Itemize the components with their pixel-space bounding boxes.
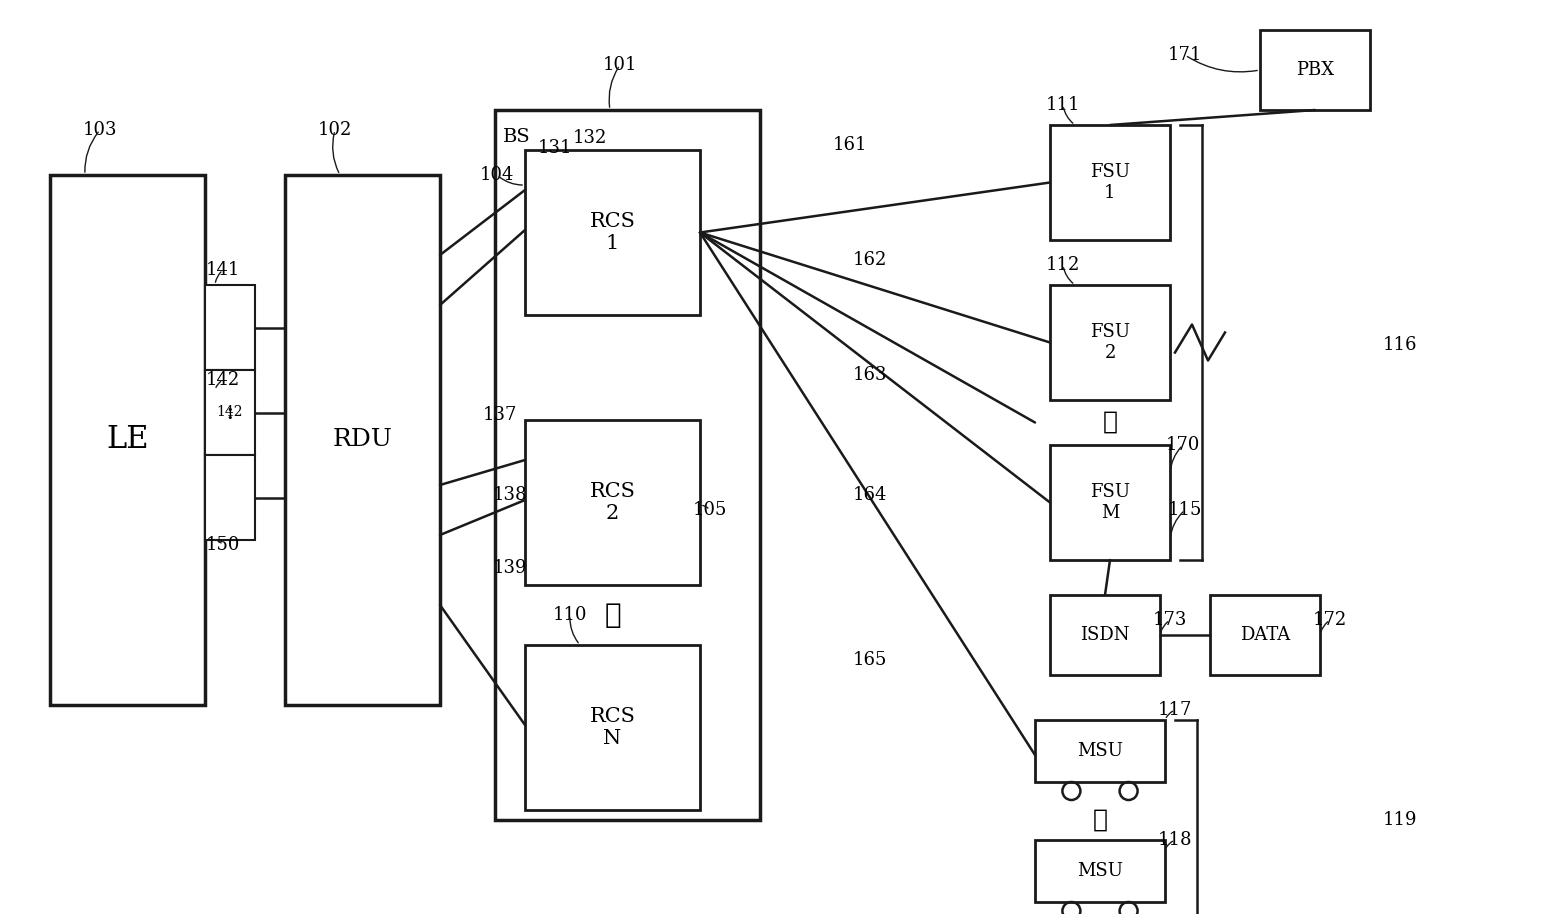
Text: 162: 162 (853, 251, 887, 269)
FancyBboxPatch shape (495, 110, 760, 820)
FancyBboxPatch shape (525, 420, 700, 585)
Text: RCS
2: RCS 2 (590, 482, 635, 523)
Text: 112: 112 (1046, 256, 1081, 274)
Text: MSU: MSU (1077, 742, 1122, 760)
FancyBboxPatch shape (525, 645, 700, 810)
Text: 142: 142 (217, 406, 243, 420)
FancyBboxPatch shape (50, 175, 204, 705)
Text: 115: 115 (1167, 501, 1203, 519)
FancyBboxPatch shape (285, 175, 440, 705)
Text: 105: 105 (694, 501, 728, 519)
Text: 139: 139 (492, 559, 528, 577)
Text: 164: 164 (853, 486, 887, 504)
FancyBboxPatch shape (1036, 840, 1166, 902)
FancyBboxPatch shape (204, 455, 255, 540)
Text: 165: 165 (853, 651, 887, 669)
FancyBboxPatch shape (1050, 285, 1170, 400)
Text: 116: 116 (1382, 336, 1418, 354)
FancyBboxPatch shape (1050, 445, 1170, 560)
Text: FSU
M: FSU M (1090, 484, 1130, 522)
Text: 117: 117 (1158, 701, 1192, 719)
Text: 171: 171 (1167, 46, 1203, 64)
FancyBboxPatch shape (525, 150, 700, 315)
Text: 150: 150 (206, 536, 240, 554)
Text: 137: 137 (483, 406, 517, 424)
Text: 141: 141 (206, 261, 240, 279)
Text: 163: 163 (853, 366, 887, 384)
Text: 119: 119 (1382, 811, 1418, 829)
Text: ISDN: ISDN (1081, 626, 1130, 644)
Text: 173: 173 (1153, 611, 1187, 629)
Text: RDU: RDU (333, 429, 393, 452)
Text: :: : (226, 401, 234, 424)
Text: ⋮: ⋮ (1093, 809, 1107, 832)
Text: RCS
N: RCS N (590, 707, 635, 748)
Text: 138: 138 (492, 486, 528, 504)
Text: RCS
1: RCS 1 (590, 212, 635, 253)
Text: BS: BS (503, 128, 531, 146)
Text: DATA: DATA (1240, 626, 1289, 644)
FancyBboxPatch shape (1211, 595, 1320, 675)
Text: ⋮: ⋮ (604, 601, 621, 629)
Text: 103: 103 (82, 121, 118, 139)
FancyBboxPatch shape (1050, 595, 1159, 675)
Text: PBX: PBX (1296, 61, 1334, 79)
Text: FSU
2: FSU 2 (1090, 324, 1130, 362)
Text: 118: 118 (1158, 831, 1192, 849)
Text: 110: 110 (553, 606, 587, 624)
Text: 102: 102 (317, 121, 353, 139)
FancyBboxPatch shape (204, 285, 255, 370)
Text: LE: LE (107, 424, 149, 455)
Text: 170: 170 (1166, 436, 1200, 454)
FancyBboxPatch shape (204, 370, 255, 455)
FancyBboxPatch shape (1050, 125, 1170, 240)
Text: 104: 104 (480, 166, 514, 184)
Text: 111: 111 (1046, 96, 1081, 114)
Text: FSU
1: FSU 1 (1090, 163, 1130, 202)
Text: 161: 161 (833, 136, 867, 154)
Text: 142: 142 (206, 371, 240, 389)
Text: 131: 131 (537, 139, 573, 157)
Text: 132: 132 (573, 129, 607, 147)
Text: MSU: MSU (1077, 862, 1122, 880)
Text: 101: 101 (602, 56, 638, 74)
FancyBboxPatch shape (1036, 720, 1166, 782)
Text: ⋮: ⋮ (1102, 411, 1118, 434)
FancyBboxPatch shape (1260, 30, 1370, 110)
Text: 172: 172 (1313, 611, 1347, 629)
